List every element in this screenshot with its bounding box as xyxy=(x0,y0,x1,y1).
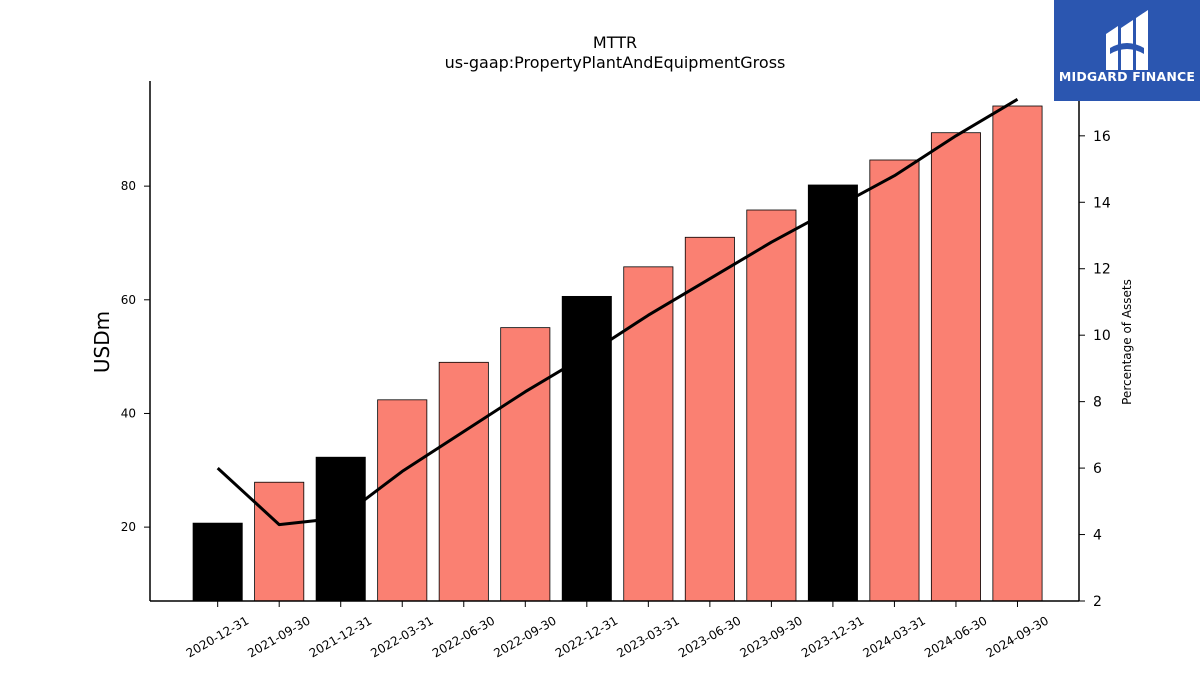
bar xyxy=(746,209,797,602)
bar xyxy=(192,522,243,602)
bar xyxy=(930,132,981,602)
y2-tick-label: 6 xyxy=(1093,461,1102,477)
y-tick-label: 80 xyxy=(121,179,136,193)
plot-area: 20 40 60 80 2 4 6 8 10 12 14 16 2020-12-312021-09-30… xyxy=(121,81,1111,660)
y2-tick-label: 12 xyxy=(1093,262,1111,278)
chart-title: MTTR xyxy=(593,33,637,52)
bar xyxy=(315,456,366,602)
y2-axis-label: Percentage of Assets xyxy=(1120,279,1134,405)
y2-tick-label: 14 xyxy=(1093,195,1111,211)
midgard-logo-icon xyxy=(1106,10,1148,70)
bar xyxy=(623,266,674,602)
x-tick-label: 2023-06-30 xyxy=(676,613,743,660)
x-tick-label: 2021-12-31 xyxy=(307,613,374,660)
y-axis-label: USDm xyxy=(90,311,114,373)
percentage-line xyxy=(216,98,1019,527)
bar xyxy=(992,105,1043,602)
bar xyxy=(869,159,920,602)
bar xyxy=(377,399,428,602)
bar xyxy=(254,481,305,602)
y2-tick-label: 2 xyxy=(1093,594,1102,610)
x-tick-label: 2023-09-30 xyxy=(737,613,804,660)
y2-tick-label: 4 xyxy=(1093,528,1102,544)
x-tick-label: 2023-12-31 xyxy=(799,613,866,660)
bar xyxy=(438,361,489,602)
x-tick-label: 2023-03-31 xyxy=(614,613,681,660)
y-tick-label: 60 xyxy=(121,293,136,307)
x-tick-label: 2022-12-31 xyxy=(553,613,620,660)
logo-text: MIDGARD FINANCE xyxy=(1058,69,1196,84)
x-tick-label: 2021-09-30 xyxy=(245,613,312,660)
y-tick-label: 20 xyxy=(121,520,136,534)
x-tick-label: 2024-03-31 xyxy=(860,613,927,660)
bar xyxy=(561,295,612,602)
y2-tick-label: 10 xyxy=(1093,328,1111,344)
chart-subtitle: us-gaap:PropertyPlantAndEquipmentGross xyxy=(445,53,786,72)
bar xyxy=(684,236,735,602)
x-tick-label: 2022-09-30 xyxy=(491,613,558,660)
x-tick-label: 2024-09-30 xyxy=(984,613,1051,660)
bar xyxy=(500,327,551,602)
y-tick-label: 40 xyxy=(121,406,136,420)
bar xyxy=(807,184,858,602)
x-tick-label: 2020-12-31 xyxy=(184,613,251,660)
x-tick-label: 2024-06-30 xyxy=(922,613,989,660)
y2-tick-label: 16 xyxy=(1093,129,1111,145)
x-tick-label: 2022-03-31 xyxy=(368,613,435,660)
x-tick-label: 2022-06-30 xyxy=(430,613,497,660)
y2-tick-label: 8 xyxy=(1093,395,1102,411)
logo-badge: MIDGARD FINANCE xyxy=(1054,0,1200,101)
